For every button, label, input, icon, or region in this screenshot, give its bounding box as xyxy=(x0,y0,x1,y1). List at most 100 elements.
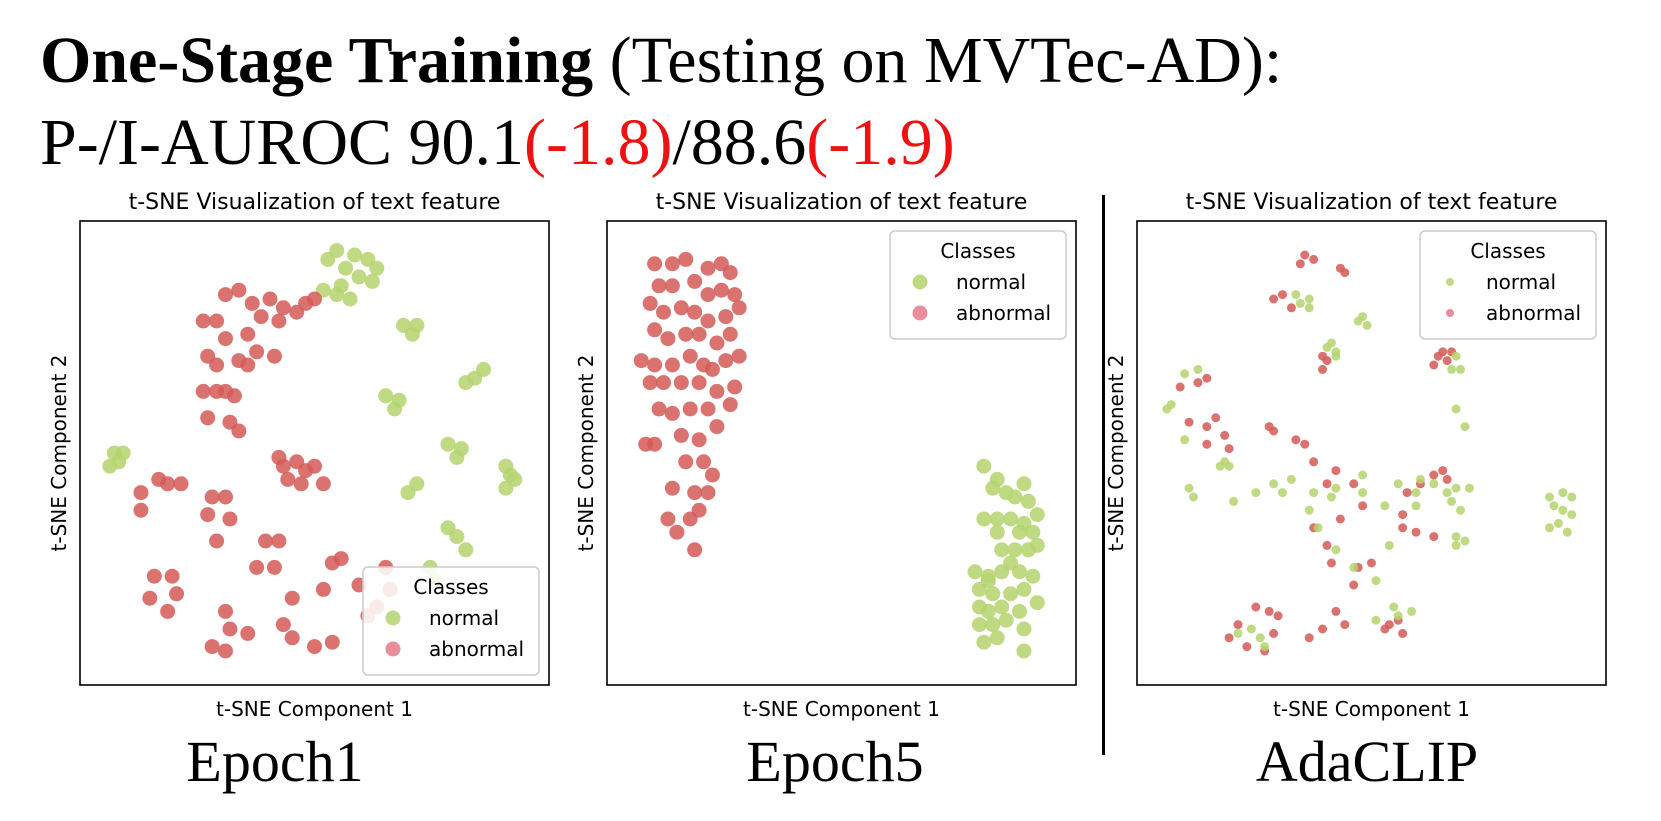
normal-point xyxy=(1180,369,1190,379)
abnormal-point xyxy=(1349,580,1359,590)
abnormal-point xyxy=(709,383,725,399)
y-axis-label: t-SNE Component 2 xyxy=(47,355,71,552)
scatter-plot-2: t-SNE Visualization of text feature t-SNE… xyxy=(574,190,1077,721)
normal-point xyxy=(989,524,1005,540)
scatter-plot-1: t-SNE Visualization of text feature t-SNE… xyxy=(47,190,550,721)
abnormal-point xyxy=(218,489,233,505)
abnormal-point xyxy=(718,309,734,325)
abnormal-point xyxy=(244,295,260,311)
normal-point xyxy=(1029,507,1045,523)
abnormal-point xyxy=(133,485,149,501)
abnormal-point xyxy=(249,344,265,360)
normal-point xyxy=(1295,298,1305,308)
normal-point xyxy=(1007,489,1023,505)
abnormal-point xyxy=(722,326,738,342)
abnormal-point xyxy=(709,335,725,351)
legend-marker-abnormal xyxy=(912,305,928,321)
abnormal-point xyxy=(284,630,300,646)
abnormal-point xyxy=(160,476,176,492)
legend-label-normal: normal xyxy=(1486,270,1556,294)
normal-point xyxy=(1567,510,1577,520)
abnormal-point xyxy=(222,511,238,527)
figure-title-line-2: P-/I-AUROC 90.1(-1.8)/88.6(-1.9) xyxy=(40,110,955,176)
abnormal-point xyxy=(687,542,703,558)
abnormal-point xyxy=(284,590,300,606)
abnormal-point xyxy=(324,634,340,650)
abnormal-point xyxy=(275,300,291,316)
normal-point xyxy=(1371,615,1381,625)
normal-point xyxy=(994,599,1010,615)
legend-label-abnormal: abnormal xyxy=(956,301,1051,325)
plot-frame xyxy=(1136,220,1607,686)
abnormal-point xyxy=(700,401,716,417)
abnormal-point xyxy=(713,282,729,298)
legend-box xyxy=(889,230,1067,340)
abnormal-point xyxy=(1429,470,1439,480)
abnormal-point xyxy=(1340,268,1350,278)
abnormal-point xyxy=(1242,642,1252,652)
abnormal-point xyxy=(195,383,211,399)
abnormal-point xyxy=(226,388,242,404)
abnormal-point xyxy=(231,423,247,439)
normal-point xyxy=(1331,351,1341,361)
normal-point xyxy=(980,573,996,589)
normal-point xyxy=(1331,483,1341,493)
normal-point xyxy=(1447,364,1457,374)
abnormal-point xyxy=(333,551,349,567)
abnormal-point xyxy=(240,625,256,641)
abnormal-point xyxy=(647,436,663,452)
normal-point xyxy=(1358,488,1368,498)
normal-point xyxy=(1451,532,1461,542)
abnormal-point xyxy=(704,361,720,377)
abnormal-point xyxy=(307,291,322,307)
abnormal-point xyxy=(1438,347,1448,357)
abnormal-point xyxy=(1300,439,1310,449)
abnormal-point xyxy=(1295,259,1305,269)
normal-point xyxy=(1162,404,1172,414)
legend-marker-abnormal xyxy=(385,641,401,657)
abnormal-point xyxy=(1335,514,1345,524)
abnormal-point xyxy=(253,309,269,325)
plot-title: t-SNE Visualization of text feature xyxy=(656,190,1028,215)
plot-frame xyxy=(79,220,550,686)
normal-point xyxy=(1029,595,1045,611)
abnormal-point xyxy=(647,322,663,338)
normal-point xyxy=(980,603,996,619)
legend-label-normal: normal xyxy=(429,606,499,630)
abnormal-point xyxy=(1429,532,1439,542)
abnormal-point xyxy=(664,357,680,373)
abnormal-point xyxy=(271,313,287,329)
normal-point xyxy=(1411,488,1421,498)
abnormal-point xyxy=(1184,417,1194,427)
abnormal-point xyxy=(1340,620,1350,630)
abnormal-point xyxy=(664,480,680,496)
normal-point xyxy=(1016,476,1032,492)
normal-point xyxy=(409,317,425,333)
normal-point xyxy=(1246,624,1256,634)
abnormal-point xyxy=(1349,479,1359,489)
abnormal-point xyxy=(1318,624,1328,634)
abnormal-point xyxy=(200,507,216,523)
abnormal-point xyxy=(160,603,176,619)
abnormal-point xyxy=(691,375,707,391)
normal-point xyxy=(1016,581,1032,597)
normal-point xyxy=(998,612,1014,628)
normal-point xyxy=(1558,488,1568,498)
normal-point xyxy=(1269,479,1279,489)
normal-point xyxy=(1349,562,1359,572)
normal-point xyxy=(1304,294,1314,304)
abnormal-point xyxy=(218,287,233,303)
normal-point xyxy=(1429,479,1439,489)
abnormal-point xyxy=(271,449,287,465)
normal-point xyxy=(498,480,514,496)
legend-marker-normal xyxy=(1446,278,1454,286)
normal-point xyxy=(1447,496,1457,506)
section-divider xyxy=(1102,195,1105,755)
normal-point xyxy=(1451,483,1461,493)
normal-point xyxy=(369,260,385,276)
abnormal-point xyxy=(722,397,738,413)
abnormal-point xyxy=(660,331,676,347)
normal-point xyxy=(1380,501,1390,511)
normal-point xyxy=(1384,540,1394,550)
